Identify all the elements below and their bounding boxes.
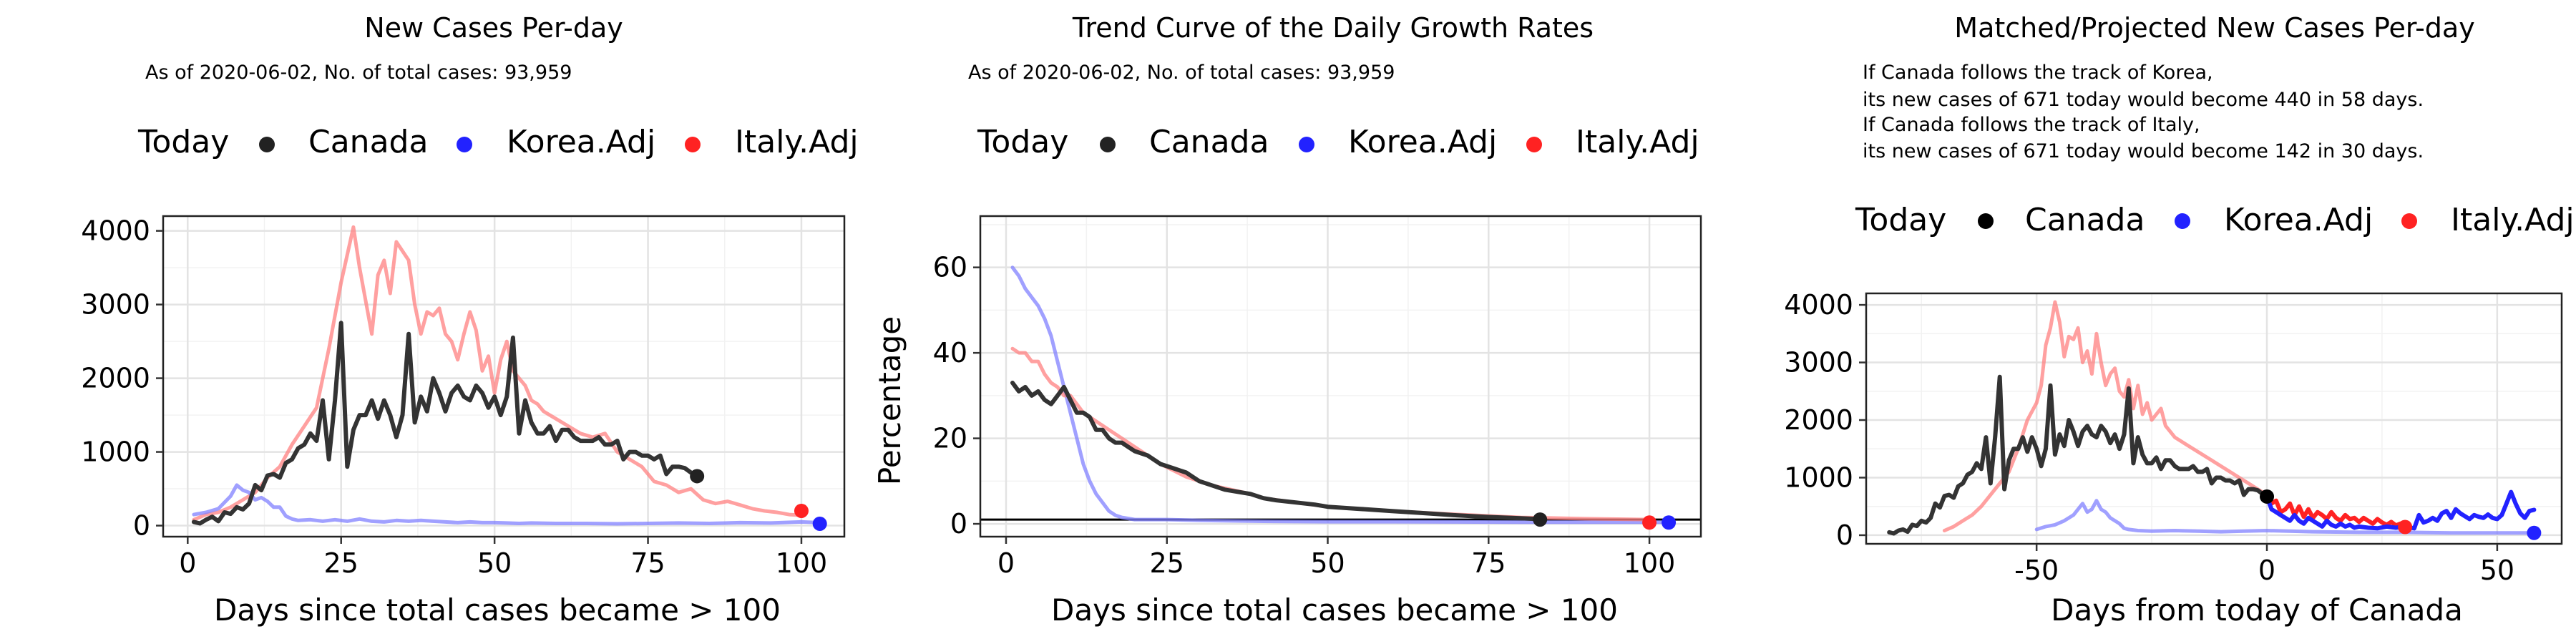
today-point-canada xyxy=(2260,489,2275,504)
annotation-line: If Canada follows the track of Korea, xyxy=(1863,62,2213,84)
panel-growth-rates: Trend Curve of the Daily Growth Rates As… xyxy=(872,12,1702,628)
legend-key-korea xyxy=(1299,137,1314,152)
legend-title: Today xyxy=(1855,202,1946,238)
y-tick-label: 3000 xyxy=(81,289,150,321)
y-tick-label: 1000 xyxy=(81,436,150,468)
y-tick-label: 3000 xyxy=(1784,347,1853,379)
annotation-line: its new cases of 671 today would become … xyxy=(1863,89,2424,111)
legend: Today Canada Korea.Adj Italy.Adj xyxy=(137,124,859,160)
legend-key-canada xyxy=(1100,137,1116,152)
annotation-line: its new cases of 671 today would become … xyxy=(1863,140,2424,162)
x-tick-label: 50 xyxy=(2480,555,2514,586)
today-point-italy-adj xyxy=(794,503,809,518)
y-tick-label: 0 xyxy=(1836,519,1853,551)
x-tick-label: 25 xyxy=(324,547,358,579)
x-tick-label: 0 xyxy=(2258,555,2275,586)
annotation-line: If Canada follows the track of Italy, xyxy=(1863,114,2200,136)
legend-key-canada xyxy=(1978,213,1994,229)
legend-label-korea: Korea.Adj xyxy=(2224,202,2373,238)
panel-title: Trend Curve of the Daily Growth Rates xyxy=(1072,12,1594,44)
legend-label-korea: Korea.Adj xyxy=(507,124,655,160)
y-tick-label: 1000 xyxy=(1784,462,1853,493)
legend-label-italy: Italy.Adj xyxy=(2451,202,2575,238)
y-axis-label: Percentage xyxy=(872,316,907,485)
legend-label-canada: Canada xyxy=(308,124,428,160)
today-point-korea-adj xyxy=(2527,525,2542,540)
panel-border xyxy=(1865,292,2563,545)
x-tick-label: 100 xyxy=(1624,547,1676,579)
y-tick-label: 0 xyxy=(950,508,967,540)
panel-new-cases-per-day: New Cases Per-day As of 2020-06-02, No. … xyxy=(81,12,858,628)
today-point-korea-adj xyxy=(1662,515,1677,530)
panel-subtitle: As of 2020-06-02, No. of total cases: 93… xyxy=(968,62,1395,84)
legend-label-canada: Canada xyxy=(1149,124,1269,160)
legend: Today Canada Korea.Adj Italy.Adj xyxy=(977,124,1699,160)
x-axis-label: Days since total cases became > 100 xyxy=(214,592,781,628)
y-tick-label: 40 xyxy=(933,337,967,369)
series-line-italy-adj-projected xyxy=(2265,494,2408,530)
today-point-canada xyxy=(690,469,705,484)
x-tick-label: 0 xyxy=(997,547,1015,579)
x-tick-label: 75 xyxy=(630,547,665,579)
y-tick-label: 20 xyxy=(933,423,967,454)
series-line-canada xyxy=(191,321,700,526)
x-tick-label: 0 xyxy=(179,547,196,579)
panel-border xyxy=(979,215,1702,538)
legend-label-italy: Italy.Adj xyxy=(735,124,859,160)
today-point-korea-adj xyxy=(812,516,827,531)
legend-key-italy xyxy=(1526,137,1542,152)
legend-title: Today xyxy=(977,124,1068,160)
y-tick-label: 60 xyxy=(933,252,967,283)
panel-subtitle: As of 2020-06-02, No. of total cases: 93… xyxy=(145,62,572,84)
y-tick-label: 4000 xyxy=(1784,289,1853,321)
x-tick-label: -50 xyxy=(2014,555,2059,586)
legend: Today Canada Korea.Adj Italy.Adj xyxy=(1855,202,2575,238)
series-line-canada xyxy=(1010,381,1543,522)
legend-key-italy xyxy=(2401,213,2417,229)
annotation: If Canada follows the track of Korea, it… xyxy=(1863,62,2424,162)
y-tick-label: 4000 xyxy=(81,215,150,247)
x-axis-label: Days from today of Canada xyxy=(2051,592,2463,628)
today-point-italy-adj xyxy=(2398,519,2413,535)
x-tick-label: 100 xyxy=(776,547,828,579)
panel-border xyxy=(162,215,846,538)
legend-key-canada xyxy=(259,137,275,152)
panel-matched-projected: Matched/Projected New Cases Per-day If C… xyxy=(1784,12,2574,628)
legend-key-italy xyxy=(685,137,701,152)
series-line-italy-adj xyxy=(192,225,804,522)
x-tick-label: 50 xyxy=(1310,547,1345,579)
series-line-korea-adj xyxy=(192,483,822,526)
legend-label-korea: Korea.Adj xyxy=(1348,124,1497,160)
y-tick-label: 0 xyxy=(133,510,150,542)
y-tick-label: 2000 xyxy=(1784,404,1853,436)
series-line-korea-adj-past xyxy=(2034,499,2536,535)
series-line-korea-adj-projected xyxy=(2265,489,2537,531)
x-tick-label: 75 xyxy=(1471,547,1506,579)
today-point-italy-adj xyxy=(1642,515,1657,530)
series-line-canada xyxy=(1887,374,2269,536)
series-line-korea-adj xyxy=(1010,265,1671,525)
y-tick-label: 2000 xyxy=(81,363,150,394)
x-tick-label: 50 xyxy=(477,547,512,579)
x-axis-label: Days since total cases became > 100 xyxy=(1051,592,1618,628)
panel-title: Matched/Projected New Cases Per-day xyxy=(1954,12,2474,44)
legend-label-italy: Italy.Adj xyxy=(1576,124,1699,160)
series-line-italy-adj-past xyxy=(1942,300,2269,532)
legend-key-korea xyxy=(2175,213,2190,229)
legend-key-korea xyxy=(457,137,472,152)
plot-area: 0 25 50 75 100 0 20 40 60 xyxy=(933,215,1702,579)
panel-title: New Cases Per-day xyxy=(364,12,623,44)
x-tick-label: 25 xyxy=(1150,547,1184,579)
today-point-canada xyxy=(1533,512,1548,527)
legend-label-canada: Canada xyxy=(2025,202,2145,238)
legend-title: Today xyxy=(137,124,229,160)
